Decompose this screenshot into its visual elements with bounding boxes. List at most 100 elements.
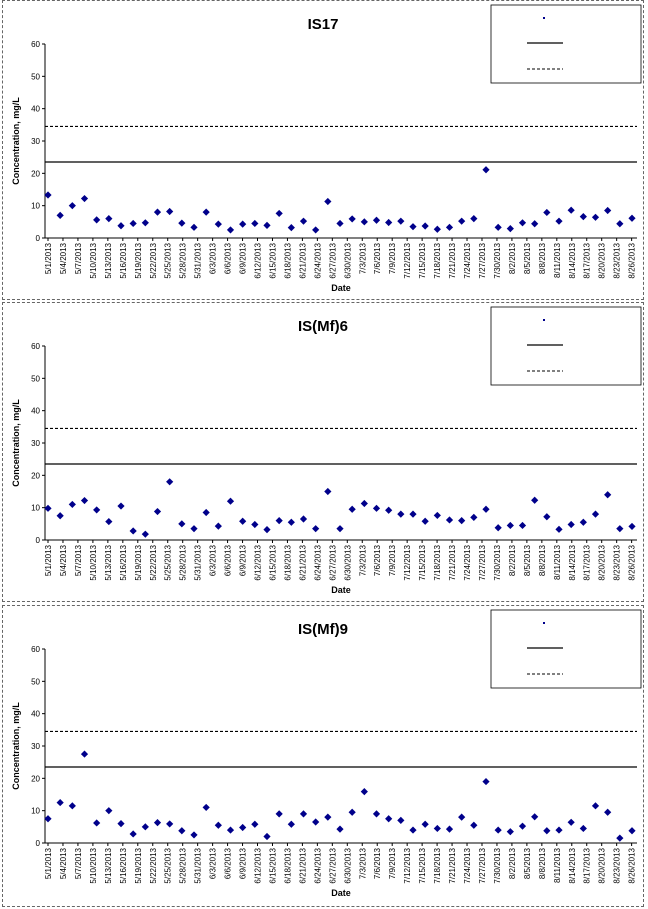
data-point <box>312 818 320 826</box>
data-point <box>531 220 539 228</box>
x-tick-label: 6/6/2013 <box>224 242 233 274</box>
data-point <box>312 525 320 533</box>
data-point <box>239 823 247 832</box>
y-tick-label: 20 <box>31 169 40 178</box>
x-axis-label: Date <box>331 585 351 595</box>
x-tick-label: 7/18/2013 <box>433 544 442 580</box>
legend-box <box>490 609 642 689</box>
x-tick-label: 6/27/2013 <box>328 847 337 883</box>
data-point <box>129 527 137 535</box>
x-tick-label: 5/19/2013 <box>134 847 143 883</box>
data-point <box>579 518 587 526</box>
x-tick-label: 6/30/2013 <box>343 544 352 580</box>
data-point <box>433 824 441 833</box>
data-point <box>433 225 441 233</box>
x-tick-label: 7/30/2013 <box>493 847 502 883</box>
data-point <box>44 815 52 823</box>
data-point <box>385 815 393 823</box>
x-tick-label: 8/23/2013 <box>613 242 622 278</box>
data-point <box>579 213 587 221</box>
data-point <box>482 166 490 174</box>
data-point <box>531 813 539 821</box>
data-point <box>251 820 259 828</box>
data-point <box>494 826 502 834</box>
x-tick-label: 7/12/2013 <box>403 544 412 580</box>
data-point <box>421 517 429 525</box>
x-tick-label: 8/8/2013 <box>538 544 547 576</box>
data-point <box>506 225 514 233</box>
data-point <box>482 777 490 786</box>
x-tick-label: 6/27/2013 <box>328 544 337 580</box>
data-point <box>239 220 247 228</box>
legend-marker-swatch <box>543 622 545 624</box>
data-point <box>409 510 417 518</box>
data-point <box>372 216 381 224</box>
legend-box <box>490 4 642 84</box>
data-point <box>518 219 527 227</box>
data-point <box>190 223 198 231</box>
x-tick-label: 6/21/2013 <box>298 847 307 883</box>
y-tick-label: 30 <box>31 742 40 751</box>
data-point <box>153 819 162 827</box>
data-point <box>445 516 454 524</box>
data-point <box>226 826 235 834</box>
data-point <box>251 520 259 529</box>
x-tick-label: 6/30/2013 <box>343 847 352 883</box>
data-point <box>117 820 125 828</box>
data-point <box>458 813 466 821</box>
x-tick-label: 8/20/2013 <box>598 242 607 278</box>
data-point <box>518 822 527 830</box>
x-tick-label: 5/22/2013 <box>149 847 158 883</box>
data-point <box>336 219 344 228</box>
data-point <box>555 525 563 533</box>
data-point <box>93 819 101 827</box>
y-tick-label: 0 <box>36 536 41 545</box>
data-point <box>202 508 210 517</box>
data-point <box>531 496 539 504</box>
data-point <box>80 750 89 758</box>
x-tick-label: 7/3/2013 <box>358 544 367 576</box>
data-point <box>506 521 514 530</box>
data-point <box>616 220 624 228</box>
x-tick-label: 6/12/2013 <box>254 544 263 580</box>
x-tick-label: 6/24/2013 <box>313 847 322 883</box>
x-tick-label: 6/15/2013 <box>268 242 277 278</box>
data-point <box>275 810 283 818</box>
x-tick-label: 7/3/2013 <box>358 847 367 879</box>
x-tick-label: 8/8/2013 <box>538 847 547 879</box>
x-tick-label: 7/30/2013 <box>493 242 502 278</box>
data-point <box>226 497 235 505</box>
data-point <box>421 222 429 230</box>
data-point <box>348 215 356 223</box>
x-tick-label: 6/3/2013 <box>209 847 218 879</box>
x-tick-label: 8/23/2013 <box>613 847 622 883</box>
x-tick-label: 8/11/2013 <box>553 242 562 278</box>
data-point <box>494 524 502 532</box>
data-point <box>567 206 575 214</box>
data-point <box>397 217 405 225</box>
y-tick-label: 40 <box>31 407 40 416</box>
data-point <box>421 820 429 828</box>
data-point <box>628 522 636 531</box>
data-point <box>226 226 235 234</box>
data-point <box>263 526 271 534</box>
data-point <box>56 512 64 520</box>
y-tick-label: 60 <box>31 645 40 654</box>
data-point <box>44 191 52 199</box>
x-tick-label: 8/2/2013 <box>508 847 517 879</box>
y-tick-label: 40 <box>31 710 40 719</box>
data-point <box>105 215 113 223</box>
x-tick-label: 5/4/2013 <box>59 544 68 576</box>
x-tick-label: 5/4/2013 <box>59 847 68 879</box>
x-tick-label: 8/5/2013 <box>523 544 532 576</box>
data-point <box>336 825 344 833</box>
chart-panel-is17: IS17 0 10 20 30 40 50 60 5/1/2013 5/4/2013 5/7/201… <box>2 0 644 300</box>
x-tick-label: 5/1/2013 <box>44 847 53 879</box>
y-tick-label: 50 <box>31 374 40 383</box>
x-tick-label: 8/26/2013 <box>628 242 637 278</box>
data-point <box>68 202 76 210</box>
data-point <box>275 209 283 218</box>
data-point <box>470 215 478 223</box>
x-tick-label: 7/9/2013 <box>388 544 397 576</box>
y-tick-label: 0 <box>36 839 41 848</box>
